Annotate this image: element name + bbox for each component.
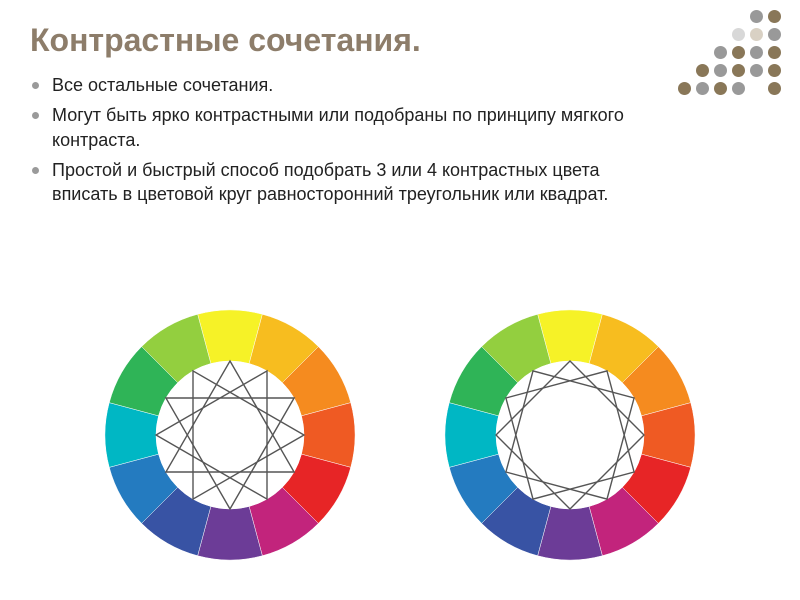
color-wheels-container — [0, 290, 800, 580]
color-wheel-triangle — [100, 305, 360, 565]
bullet-list: Все остальные сочетания. Могут быть ярко… — [0, 73, 680, 206]
list-item: Простой и быстрый способ подобрать 3 или… — [30, 158, 650, 207]
decorative-dot-grid — [678, 10, 786, 118]
color-wheel-square — [440, 305, 700, 565]
list-item: Все остальные сочетания. — [30, 73, 650, 97]
list-item: Могут быть ярко контрастными или подобра… — [30, 103, 650, 152]
